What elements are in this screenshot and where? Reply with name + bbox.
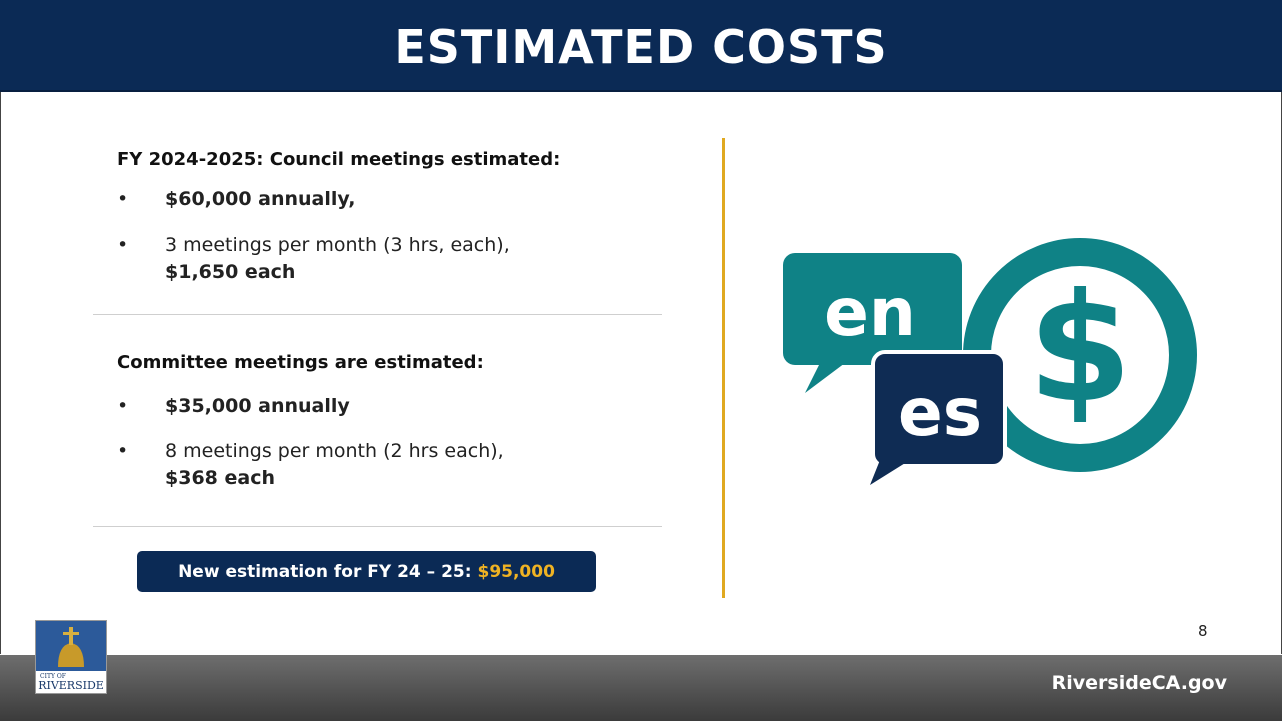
en-bubble: [783, 253, 962, 365]
divider: [93, 314, 662, 315]
section-heading: FY 2024-2025: Council meetings estimated…: [117, 149, 561, 170]
bullet-strong: $60,000 annually,: [165, 188, 356, 210]
logo-text: RIVERSIDE: [38, 679, 104, 692]
city-logo: CITY OF RIVERSIDE: [35, 620, 107, 694]
callout-text: New estimation for FY 24 – 25:: [178, 562, 472, 582]
divider: [93, 526, 662, 527]
icon-label: $: [1028, 262, 1132, 436]
section-heading: Committee meetings are estimated:: [117, 352, 484, 373]
bullet-text: 8 meetings per month (2 hrs each),: [165, 440, 504, 462]
logo-art: CITY OF RIVERSIDE: [36, 621, 106, 693]
callout-amount: $95,000: [477, 562, 555, 582]
bullet-strong: $35,000 annually: [165, 395, 350, 417]
logo-text: CITY OF: [40, 673, 66, 680]
logo-cross: [69, 627, 73, 645]
es-bubble: [871, 350, 1007, 468]
es-bubble-tail: [870, 460, 910, 485]
logo-cross: [63, 632, 79, 635]
footer-bar: [0, 655, 1282, 721]
bullet-strong: $368 each: [165, 467, 275, 489]
vertical-rule: [722, 138, 725, 598]
slide-title: ESTIMATED COSTS: [394, 20, 888, 74]
bullet-text: 3 meetings per month (3 hrs, each),: [165, 234, 510, 256]
header-bar: [0, 0, 1282, 92]
website: RiversideCA.gov: [1051, 672, 1227, 694]
icon-label: es: [898, 374, 982, 451]
page-number: 8: [1198, 622, 1208, 640]
logo-plate: [36, 671, 106, 693]
bullet-strong: $1,650 each: [165, 261, 296, 283]
en-bubble-tail: [805, 363, 845, 393]
icon-label: en: [824, 274, 916, 351]
logo-bell: [58, 643, 84, 667]
language-cost-icon: en es $: [783, 238, 1197, 485]
callout: New estimation for FY 24 – 25: $95,000: [137, 551, 596, 592]
